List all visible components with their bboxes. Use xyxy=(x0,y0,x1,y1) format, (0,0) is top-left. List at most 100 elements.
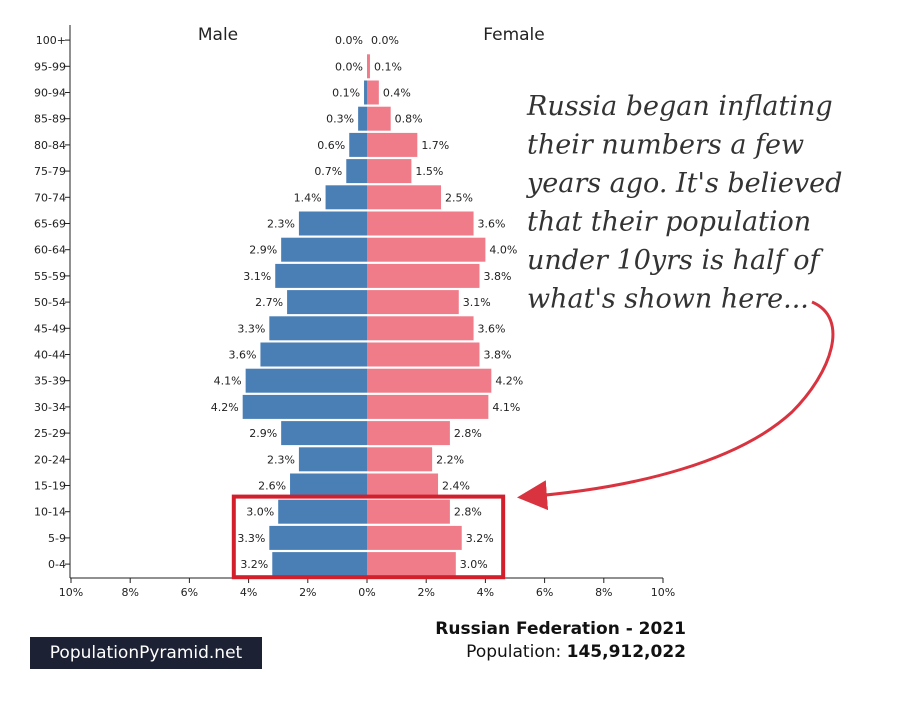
category-label-90-94: 90-94 xyxy=(34,87,66,100)
category-label-100+: 100+ xyxy=(36,34,66,47)
bar-male-5-9 xyxy=(269,525,367,550)
population-line: Population: 145,912,022 xyxy=(380,642,686,662)
bar-male-70-74 xyxy=(325,185,367,210)
bar-male-20-24 xyxy=(298,447,367,472)
population-value: 145,912,022 xyxy=(566,642,686,662)
bar-female-50-54 xyxy=(367,290,459,315)
label-male-65-69: 2.3% xyxy=(267,218,295,231)
category-label-40-44: 40-44 xyxy=(34,349,66,362)
bar-female-65-69 xyxy=(367,211,474,236)
label-male-95-99: 0.0% xyxy=(335,60,363,73)
annotation-line: Russia began inflating xyxy=(526,91,833,122)
label-female-75-79: 1.5% xyxy=(415,165,443,178)
label-male-40-44: 3.6% xyxy=(228,349,256,362)
xtick-label: 2% xyxy=(299,586,316,599)
bar-female-15-19 xyxy=(367,473,439,498)
label-male-100+: 0.0% xyxy=(335,34,363,47)
annotation-line: what's shown here... xyxy=(527,284,809,315)
category-label-45-49: 45-49 xyxy=(34,322,66,335)
label-male-30-34: 4.2% xyxy=(211,401,239,414)
annotation-line: that their population xyxy=(527,207,811,238)
bar-female-0-4 xyxy=(367,552,456,577)
country-title: Russian Federation - 2021 xyxy=(435,619,686,639)
category-label-75-79: 75-79 xyxy=(34,165,66,178)
label-female-50-54: 3.1% xyxy=(463,296,491,309)
bar-male-10-14 xyxy=(278,499,367,524)
bar-female-40-44 xyxy=(367,342,480,367)
xtick-label: 10% xyxy=(651,586,675,599)
bar-male-60-64 xyxy=(281,237,367,262)
label-female-55-59: 3.8% xyxy=(483,270,511,283)
label-female-95-99: 0.1% xyxy=(374,60,402,73)
label-male-55-59: 3.1% xyxy=(243,270,271,283)
category-label-0-4: 0-4 xyxy=(48,558,66,571)
label-female-65-69: 3.6% xyxy=(478,218,506,231)
category-label-10-14: 10-14 xyxy=(34,506,66,519)
label-female-10-14: 2.8% xyxy=(454,506,482,519)
bar-female-90-94 xyxy=(367,80,379,105)
label-male-10-14: 3.0% xyxy=(246,506,274,519)
bar-male-90-94 xyxy=(364,80,367,105)
bar-female-10-14 xyxy=(367,499,450,524)
category-label-20-24: 20-24 xyxy=(34,453,66,466)
annotation-arrow xyxy=(517,300,835,511)
annotation-line: their numbers a few xyxy=(527,130,804,161)
xtick-label: 8% xyxy=(121,586,138,599)
bar-male-0-4 xyxy=(272,552,367,577)
bar-male-40-44 xyxy=(260,342,367,367)
label-female-80-84: 1.7% xyxy=(421,139,449,152)
label-female-40-44: 3.8% xyxy=(483,349,511,362)
bar-male-15-19 xyxy=(290,473,367,498)
label-male-85-89: 0.3% xyxy=(326,113,354,126)
label-male-70-74: 1.4% xyxy=(294,191,322,204)
label-female-35-39: 4.2% xyxy=(495,375,523,388)
bar-male-80-84 xyxy=(349,132,367,157)
label-male-50-54: 2.7% xyxy=(255,296,283,309)
bar-female-85-89 xyxy=(367,106,391,131)
female-header: Female xyxy=(483,25,544,45)
label-female-85-89: 0.8% xyxy=(395,113,423,126)
bar-male-65-69 xyxy=(298,211,367,236)
label-male-20-24: 2.3% xyxy=(267,453,295,466)
category-label-30-34: 30-34 xyxy=(34,401,66,414)
category-label-50-54: 50-54 xyxy=(34,296,66,309)
xtick-label: 8% xyxy=(595,586,612,599)
label-female-90-94: 0.4% xyxy=(383,87,411,100)
bar-male-75-79 xyxy=(346,159,367,184)
bar-female-25-29 xyxy=(367,421,450,446)
label-male-80-84: 0.6% xyxy=(317,139,345,152)
label-male-60-64: 2.9% xyxy=(249,244,277,257)
bar-female-60-64 xyxy=(367,237,486,262)
label-female-20-24: 2.2% xyxy=(436,453,464,466)
category-label-5-9: 5-9 xyxy=(48,532,66,545)
category-label-60-64: 60-64 xyxy=(34,244,66,257)
label-male-90-94: 0.1% xyxy=(332,87,360,100)
label-female-5-9: 3.2% xyxy=(466,532,494,545)
population-label: Population: xyxy=(466,642,562,662)
xtick-label: 4% xyxy=(240,586,257,599)
bar-female-70-74 xyxy=(367,185,441,210)
category-label-65-69: 65-69 xyxy=(34,218,66,231)
bar-male-25-29 xyxy=(281,421,367,446)
label-male-5-9: 3.3% xyxy=(237,532,265,545)
male-header: Male xyxy=(198,25,238,45)
bar-male-45-49 xyxy=(269,316,367,341)
bar-male-30-34 xyxy=(242,394,367,419)
category-label-85-89: 85-89 xyxy=(34,113,66,126)
bar-female-80-84 xyxy=(367,132,418,157)
category-label-95-99: 95-99 xyxy=(34,60,66,73)
xtick-label: 4% xyxy=(477,586,494,599)
xtick-label: 6% xyxy=(536,586,553,599)
category-label-80-84: 80-84 xyxy=(34,139,66,152)
label-male-45-49: 3.3% xyxy=(237,322,265,335)
bar-female-45-49 xyxy=(367,316,474,341)
bar-female-95-99 xyxy=(367,54,370,79)
annotation-line: years ago. It's believed xyxy=(526,168,842,199)
label-male-15-19: 2.6% xyxy=(258,480,286,493)
category-label-55-59: 55-59 xyxy=(34,270,66,283)
bar-female-20-24 xyxy=(367,447,433,472)
bar-female-75-79 xyxy=(367,159,412,184)
label-female-25-29: 2.8% xyxy=(454,427,482,440)
category-label-25-29: 25-29 xyxy=(34,427,66,440)
